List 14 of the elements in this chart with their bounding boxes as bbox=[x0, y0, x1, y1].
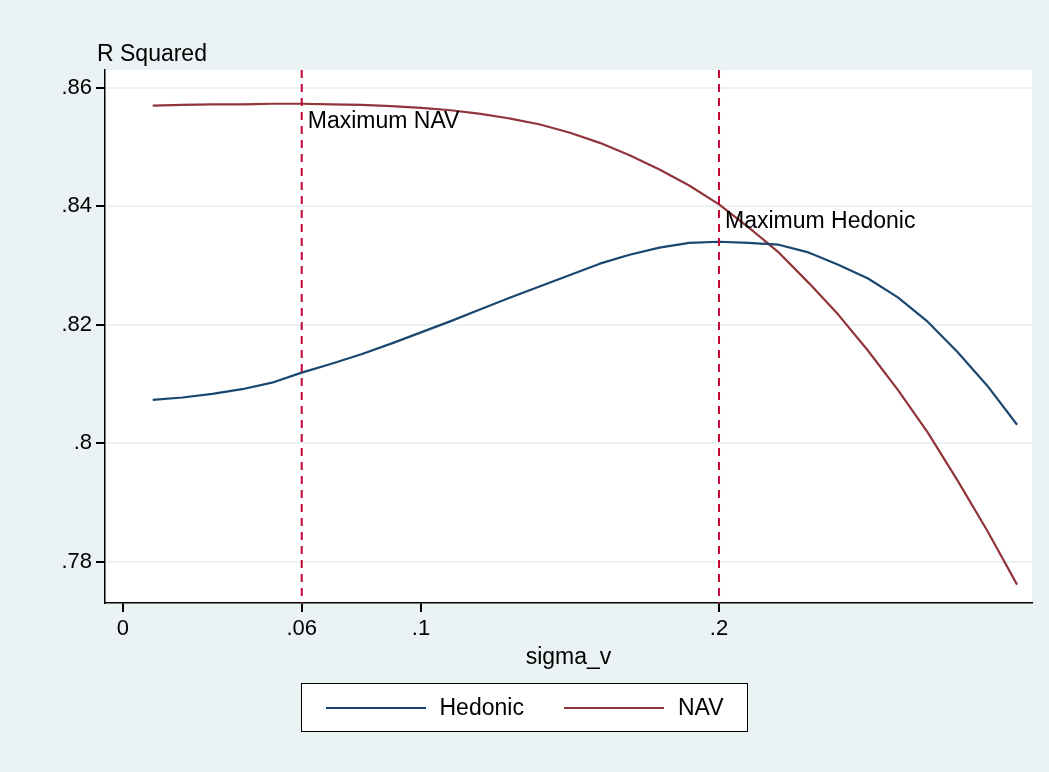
x-tick-label: .1 bbox=[411, 615, 431, 641]
ref-line-label: Maximum NAV bbox=[307, 106, 461, 133]
legend-label: NAV bbox=[677, 694, 724, 721]
x-tick-label: 0 bbox=[116, 615, 130, 641]
x-tick-label: .06 bbox=[286, 615, 318, 641]
legend-label: Hedonic bbox=[439, 694, 524, 721]
y-tick-label: .78 bbox=[61, 547, 92, 573]
y-tick-label: .8 bbox=[73, 429, 92, 455]
x-tick-label: .2 bbox=[709, 615, 729, 641]
y-tick-label: .84 bbox=[61, 192, 92, 218]
y-tick-label: .82 bbox=[61, 310, 92, 336]
y-tick-label: .86 bbox=[61, 73, 92, 99]
x-axis-title: sigma_v bbox=[525, 642, 612, 669]
y-axis-title: R Squared bbox=[97, 39, 207, 66]
